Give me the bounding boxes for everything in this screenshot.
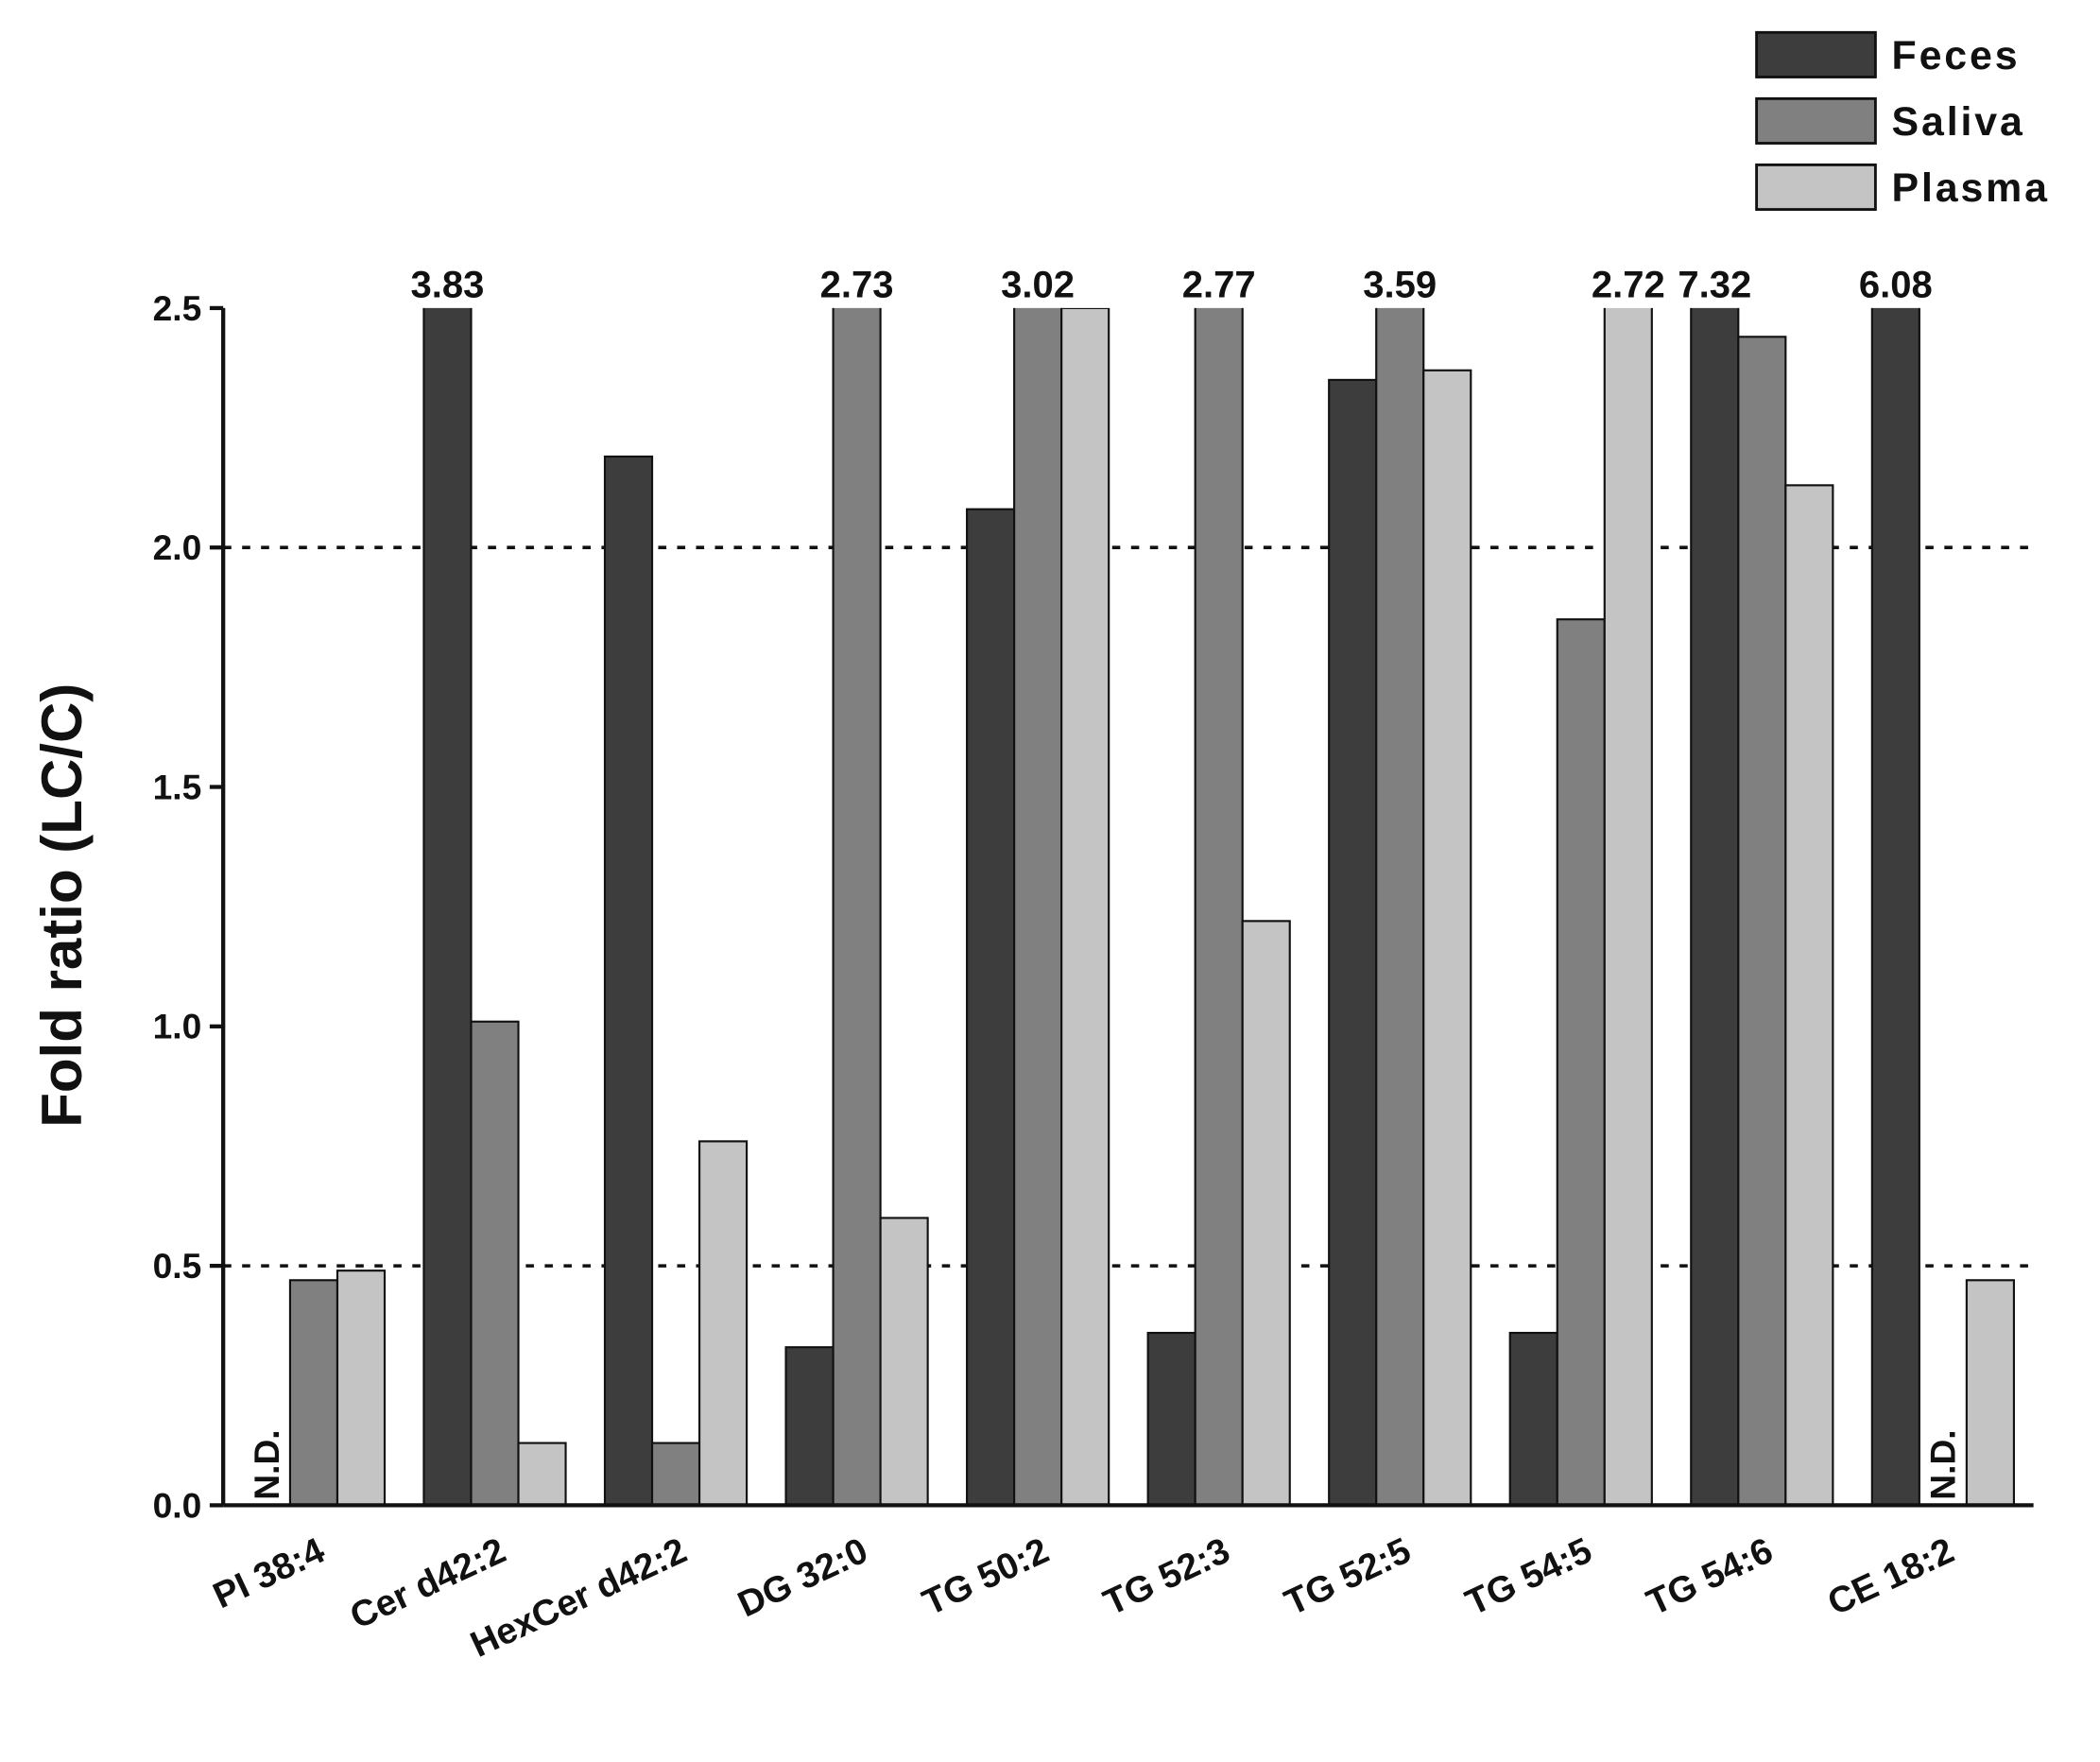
x-tick-label: TG 54:5 xyxy=(1459,1530,1597,1624)
bar xyxy=(288,1279,339,1507)
bar xyxy=(1508,1331,1558,1507)
x-tick-label: TG 52:3 xyxy=(1097,1530,1235,1624)
bar xyxy=(1784,484,1834,1507)
bar xyxy=(1556,618,1606,1507)
value-label: 3.02 xyxy=(1001,264,1075,305)
x-tick-label: CE 18:2 xyxy=(1822,1530,1960,1624)
y-tick-label: 1.5 xyxy=(153,767,202,806)
bar xyxy=(1194,307,1244,1507)
y-tick-label: 0.0 xyxy=(153,1485,202,1525)
bar xyxy=(1375,307,1425,1507)
bar xyxy=(1965,1279,2015,1507)
bar xyxy=(879,1217,929,1507)
bar xyxy=(1870,307,1920,1507)
legend-label: Plasma xyxy=(1892,165,2050,211)
bar xyxy=(1241,920,1291,1507)
bar xyxy=(470,1020,520,1507)
value-label: 6.08 xyxy=(1859,264,1933,305)
bar xyxy=(1737,336,1787,1507)
plot-area xyxy=(288,307,2015,1507)
bar xyxy=(336,1270,387,1507)
bar xyxy=(422,307,473,1507)
x-tick-label: TG 50:2 xyxy=(917,1530,1055,1624)
bar xyxy=(1422,369,1472,1507)
value-label: 7.32 xyxy=(1678,264,1751,305)
bar xyxy=(603,455,654,1507)
bar xyxy=(697,1140,749,1507)
y-tick-label: 2.0 xyxy=(153,527,202,567)
bar xyxy=(1328,378,1378,1507)
legend-label: Feces xyxy=(1892,33,2021,78)
bar xyxy=(1060,307,1110,1507)
bar xyxy=(966,508,1016,1507)
bar xyxy=(832,307,882,1507)
bar xyxy=(1146,1331,1196,1507)
x-tick-label: TG 54:6 xyxy=(1641,1530,1779,1624)
bar xyxy=(650,1442,701,1507)
legend-swatch xyxy=(1755,163,1877,211)
bar xyxy=(517,1442,567,1507)
legend-swatch xyxy=(1755,30,1877,78)
value-label: 2.77 xyxy=(1182,264,1256,305)
nd-label: N.D. xyxy=(247,1429,286,1499)
value-label: 2.72 xyxy=(1592,264,1665,305)
x-tick-label: TG 52:5 xyxy=(1279,1530,1417,1624)
bar xyxy=(1603,307,1653,1507)
nd-label: N.D. xyxy=(1923,1429,1963,1499)
bar xyxy=(784,1346,835,1507)
value-label: 3.83 xyxy=(411,264,485,305)
bar xyxy=(1690,307,1740,1507)
y-tick-label: 2.5 xyxy=(153,288,202,328)
y-tick-label: 0.5 xyxy=(153,1246,202,1286)
x-tick-label: PI 38:4 xyxy=(207,1530,331,1617)
y-tick-label: 1.0 xyxy=(153,1007,202,1046)
legend-swatch xyxy=(1755,96,1877,145)
y-axis-label: Fold ratio (LC/C) xyxy=(30,683,94,1128)
value-label: 2.73 xyxy=(820,264,894,305)
legend-label: Saliva xyxy=(1892,99,2025,145)
x-tick-label: DG 32:0 xyxy=(732,1530,873,1626)
value-label: 3.59 xyxy=(1363,264,1437,305)
